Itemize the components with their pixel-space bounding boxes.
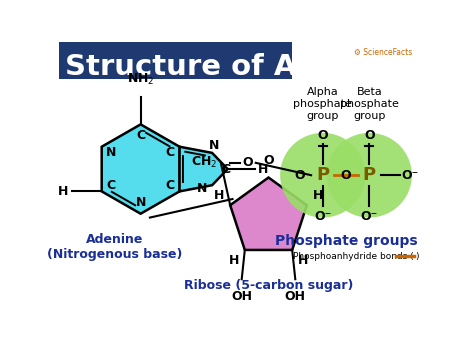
Text: C: C: [136, 129, 145, 142]
Text: O: O: [341, 169, 351, 182]
Text: N: N: [197, 182, 207, 195]
Text: H: H: [258, 162, 268, 176]
Text: Adenine
(Nitrogenous base): Adenine (Nitrogenous base): [47, 233, 183, 261]
Text: OH: OH: [285, 290, 306, 303]
Text: H: H: [214, 189, 225, 202]
Polygon shape: [180, 147, 228, 191]
Text: C: C: [165, 146, 174, 159]
Text: O: O: [318, 129, 328, 142]
Text: CH$_2$: CH$_2$: [191, 155, 217, 170]
Text: H: H: [298, 254, 308, 267]
Text: N: N: [106, 146, 117, 159]
Text: P: P: [363, 166, 376, 184]
Text: Structure of ADP: Structure of ADP: [65, 54, 342, 82]
Text: H: H: [313, 189, 324, 202]
Text: Ribose (5-carbon sugar): Ribose (5-carbon sugar): [184, 279, 353, 292]
Text: ): ): [415, 252, 419, 260]
Text: ⚙ ScienceFacts: ⚙ ScienceFacts: [354, 48, 412, 57]
Text: Alpha
phosphate
group: Alpha phosphate group: [293, 86, 352, 121]
Text: N: N: [136, 196, 146, 209]
Text: C: C: [165, 179, 174, 192]
Text: N: N: [209, 139, 219, 152]
Text: O⁻: O⁻: [314, 210, 331, 223]
Circle shape: [280, 133, 365, 218]
Text: O: O: [263, 154, 274, 167]
Text: O: O: [294, 169, 305, 182]
Text: O: O: [364, 129, 374, 142]
Text: Phosphoanhydride bonds (: Phosphoanhydride bonds (: [293, 252, 414, 260]
Polygon shape: [230, 177, 307, 250]
Text: C: C: [221, 162, 231, 176]
Text: O⁻: O⁻: [361, 210, 378, 223]
Polygon shape: [102, 124, 180, 214]
Circle shape: [327, 133, 412, 218]
FancyBboxPatch shape: [59, 42, 292, 79]
Text: OH: OH: [231, 290, 252, 303]
Text: NH$_2$: NH$_2$: [127, 72, 154, 88]
Text: P: P: [316, 166, 329, 184]
Text: H: H: [58, 185, 68, 198]
Text: Beta
phosphate
group: Beta phosphate group: [340, 86, 399, 121]
Text: Phosphate groups: Phosphate groups: [275, 234, 417, 248]
Text: O⁻: O⁻: [401, 169, 418, 182]
Text: H: H: [229, 254, 239, 267]
Text: C: C: [107, 179, 116, 192]
Text: O: O: [243, 156, 253, 169]
